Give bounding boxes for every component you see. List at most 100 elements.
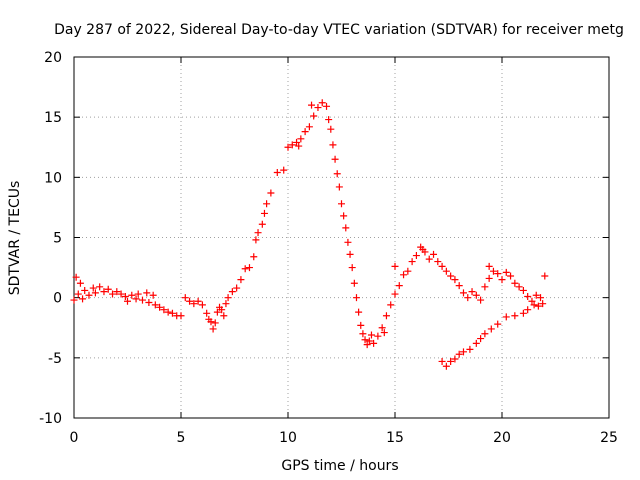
data-point-marker (218, 306, 226, 314)
data-point-marker (487, 325, 495, 333)
data-point-marker (96, 283, 104, 291)
data-point-marker (391, 290, 399, 298)
data-point-marker (220, 312, 228, 320)
data-point-marker (472, 339, 480, 347)
data-point-marker (481, 283, 489, 291)
data-point-marker (387, 301, 395, 309)
data-point-marker (419, 246, 427, 254)
data-point-marker (344, 238, 352, 246)
data-point-marker (297, 135, 305, 143)
data-point-marker (121, 292, 129, 300)
data-point-marker (338, 200, 345, 208)
y-tick-label: -10 (39, 411, 62, 427)
data-point-marker (331, 155, 339, 163)
data-point-marker (524, 306, 532, 314)
data-point-marker (524, 292, 532, 300)
data-point-marker (222, 300, 230, 308)
data-point-marker (293, 138, 301, 146)
data-point-marker (273, 169, 281, 177)
data-point-marker (365, 337, 373, 345)
data-point-marker (507, 272, 515, 280)
data-point-marker (132, 295, 140, 303)
data-point-marker (224, 294, 232, 302)
data-point-marker (100, 288, 108, 296)
data-point-marker (404, 267, 412, 275)
data-point-marker (395, 282, 403, 290)
data-point-marker (374, 332, 382, 340)
data-point-marker (295, 142, 303, 150)
data-point-marker (228, 288, 236, 296)
data-point-marker (363, 341, 371, 349)
data-point-marker (494, 320, 502, 328)
data-point-marker (254, 229, 262, 237)
data-point-marker (455, 282, 463, 290)
data-point-marker (451, 355, 459, 363)
data-point-marker (151, 301, 159, 309)
data-point-marker (408, 258, 416, 266)
data-point-marker (534, 302, 542, 310)
x-tick-label: 20 (493, 430, 511, 446)
data-point-marker (284, 143, 292, 151)
data-point-marker (357, 321, 365, 329)
data-point-marker (342, 224, 350, 232)
data-point-marker (380, 329, 388, 337)
data-point-marker (425, 255, 433, 263)
data-series-sdtvar (70, 99, 549, 370)
data-point-marker (288, 141, 296, 149)
data-point-marker (113, 288, 121, 296)
y-tick-label: 10 (44, 170, 62, 186)
data-point-marker (430, 250, 438, 258)
data-point-marker (72, 273, 80, 281)
data-point-marker (104, 285, 112, 293)
x-tick-labels: 0 5 10 15 20 25 (70, 430, 618, 446)
data-point-marker (134, 290, 142, 298)
data-point-marker (335, 183, 343, 191)
data-point-marker (442, 362, 450, 370)
data-point-marker (541, 272, 549, 280)
data-point-marker (359, 330, 367, 338)
data-point-marker (447, 272, 455, 280)
data-point-marker (537, 294, 545, 302)
data-point-marker (280, 166, 288, 174)
data-point-marker (370, 339, 378, 347)
x-tick-label: 25 (600, 430, 618, 446)
data-point-marker (190, 300, 198, 308)
x-tick-label: 15 (386, 430, 404, 446)
data-point-marker (382, 312, 390, 320)
data-point-marker (164, 308, 172, 316)
data-point-marker (267, 189, 275, 197)
data-point-marker (156, 303, 164, 311)
axis-ticks (73, 56, 610, 419)
data-point-marker (263, 200, 271, 208)
data-point-marker (91, 289, 99, 297)
data-point-marker (209, 325, 217, 333)
data-point-marker (128, 291, 136, 299)
y-tick-label: 20 (44, 50, 62, 66)
data-point-marker (149, 291, 157, 299)
data-point-marker (308, 101, 316, 109)
chart-title: Day 287 of 2022, Sidereal Day-to-day VTE… (54, 22, 624, 38)
data-point-marker (468, 288, 476, 296)
data-point-marker (145, 298, 153, 306)
data-point-marker (352, 294, 360, 302)
data-point-marker (400, 271, 408, 279)
data-point-marker (511, 279, 519, 287)
data-point-marker (252, 236, 260, 244)
x-axis-label: GPS time / hours (281, 458, 398, 474)
data-point-marker (333, 170, 341, 178)
y-tick-labels: -10 -5 0 5 10 15 20 (39, 50, 62, 427)
data-point-marker (260, 209, 268, 217)
data-point-marker (438, 357, 446, 365)
data-point-marker (515, 283, 523, 291)
x-tick-label: 0 (70, 430, 79, 446)
data-point-marker (348, 264, 356, 272)
data-point-marker (318, 99, 326, 107)
data-point-marker (367, 331, 375, 339)
data-point-marker (181, 294, 189, 302)
data-point-marker (498, 276, 506, 284)
data-point-marker (79, 295, 87, 303)
data-point-marker (109, 290, 117, 298)
data-point-marker (466, 345, 474, 353)
data-point-marker (472, 291, 480, 299)
